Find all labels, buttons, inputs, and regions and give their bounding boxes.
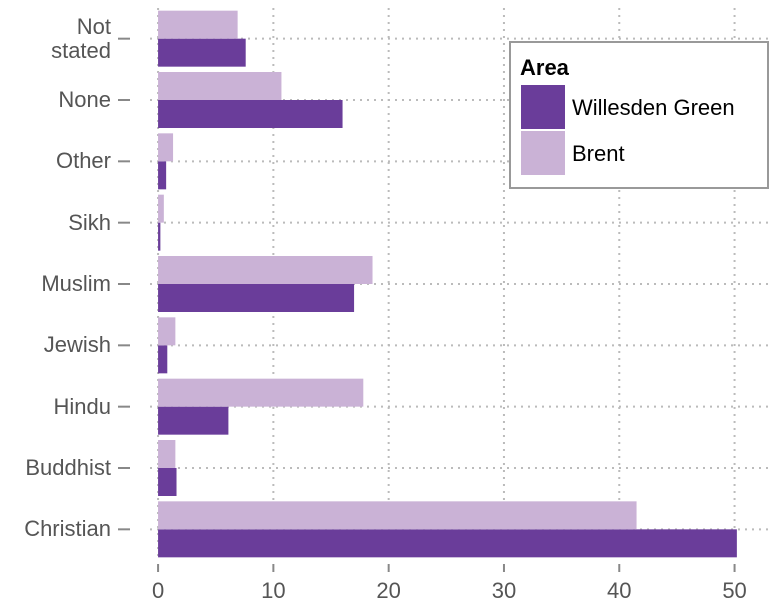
bar [158, 194, 164, 223]
bar [158, 100, 343, 128]
y-tick-label: Jewish [43, 332, 111, 358]
bar [158, 284, 355, 312]
bar [158, 222, 161, 251]
legend-swatch [519, 83, 567, 131]
bar [158, 406, 229, 435]
bar [158, 468, 177, 496]
bar [158, 501, 637, 530]
bar [158, 345, 168, 374]
legend-label: Willesden Green [572, 95, 735, 120]
bar [158, 161, 167, 190]
y-tick-label: None [58, 87, 111, 112]
bar [158, 72, 282, 100]
legend-swatch [519, 129, 567, 177]
legend-label: Brent [572, 141, 625, 166]
x-tick-label: 50 [722, 578, 746, 603]
y-tick-label: Sikh [68, 209, 111, 235]
y-tick-label: Hindu [53, 393, 111, 419]
bar [158, 317, 176, 346]
x-tick-label: 0 [152, 578, 164, 603]
x-tick-label: 20 [376, 578, 400, 603]
bar [158, 133, 174, 162]
x-tick-label: 40 [607, 578, 631, 603]
bar [158, 440, 176, 468]
y-tick-label: Christian [24, 516, 111, 542]
bar [158, 10, 238, 39]
bar [158, 378, 364, 407]
x-tick-label: 10 [261, 578, 285, 603]
bar [158, 256, 373, 284]
y-tick-label: Other [55, 148, 111, 174]
legend-title: Area [520, 55, 570, 80]
y-tick-label: Not stated [51, 13, 112, 63]
bar [158, 529, 737, 558]
bar [158, 38, 246, 67]
y-tick-label: Buddhist [25, 455, 111, 480]
x-tick-label: 30 [492, 578, 516, 603]
y-tick-label: Muslim [41, 271, 111, 296]
